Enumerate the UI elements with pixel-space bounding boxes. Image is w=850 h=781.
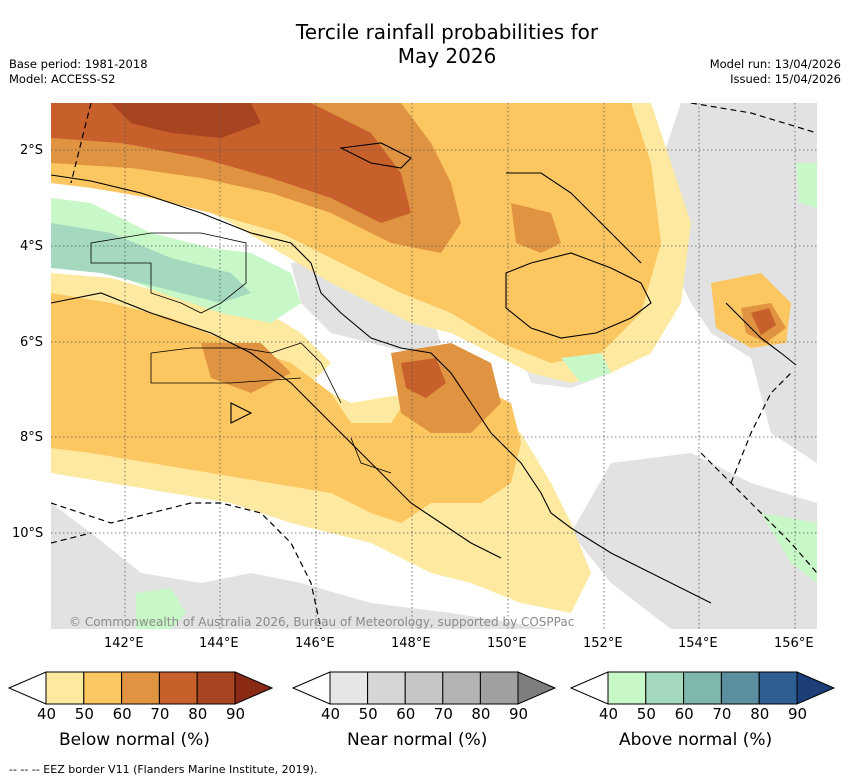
colorbar-segment — [645, 671, 685, 705]
model-run: Model run: 13/04/2026 — [709, 57, 841, 71]
copyright-text: © Commonwealth of Australia 2026, Bureau… — [69, 615, 574, 629]
colorbar-tick-label: 60 — [396, 705, 416, 723]
lat-label: 6°S — [20, 335, 44, 350]
colorbar-extend-low — [7, 671, 47, 705]
near-normal-colorbar — [291, 671, 557, 705]
lat-label: 10°S — [12, 526, 44, 541]
lon-label: 150°E — [487, 636, 527, 651]
colorbar-tick-label: 40 — [321, 705, 341, 723]
colorbar-extend-high — [517, 671, 557, 705]
colorbar-segment — [367, 671, 406, 705]
colorbar-tick-label: 70 — [150, 705, 170, 723]
below-normal-colorbar — [7, 671, 274, 705]
coastlines — [51, 142, 797, 604]
colorbar-tick-label: 70 — [712, 705, 732, 723]
lon-label: 152°E — [583, 636, 623, 651]
colorbar-tick-label: 70 — [433, 705, 453, 723]
colorbar-extend-high — [234, 671, 274, 705]
colorbar-tick-label: 80 — [188, 705, 208, 723]
above-normal-colorbar — [569, 671, 836, 705]
lon-label: 148°E — [391, 636, 431, 651]
colorbar-segment — [758, 671, 798, 705]
lon-label: 144°E — [199, 636, 239, 651]
colorbar-tick-label: 40 — [37, 705, 57, 723]
colorbar-tick-label: 80 — [750, 705, 770, 723]
colorbar-segment — [720, 671, 760, 705]
colorbars — [7, 671, 836, 705]
eez-borders — [51, 103, 817, 629]
lon-label: 142°E — [104, 636, 144, 651]
lon-label: 156°E — [774, 636, 814, 651]
colorbar-segment — [607, 671, 647, 705]
model-name: Model: ACCESS-S2 — [9, 72, 116, 86]
colorbar-segment — [442, 671, 481, 705]
boundaries — [90, 232, 392, 474]
colorbar-tick-label: 50 — [74, 705, 94, 723]
colorbar-tick-label: 40 — [599, 705, 619, 723]
colorbar-segment — [45, 671, 85, 705]
below-normal-label: Below normal (%) — [59, 730, 210, 750]
colorbar-segment — [158, 671, 198, 705]
eez-footnote: -- -- -- EEZ border V11 (Flanders Marine… — [9, 763, 318, 776]
lat-label: 8°S — [20, 430, 44, 445]
colorbar-segment — [479, 671, 519, 705]
lat-label: 2°S — [20, 143, 44, 158]
above-normal-label: Above normal (%) — [619, 730, 773, 750]
colorbar-extend-low — [569, 671, 609, 705]
lon-label: 154°E — [678, 636, 718, 651]
lat-label: 4°S — [20, 239, 44, 254]
colorbar-extend-high — [796, 671, 836, 705]
colorbar-segment — [404, 671, 444, 705]
rainfall-probability-map: © Commonwealth of Australia 2026, Bureau… — [51, 103, 817, 629]
colorbar-tick-label: 90 — [509, 705, 529, 723]
colorbar-tick-label: 60 — [674, 705, 694, 723]
colorbar-segment — [196, 671, 236, 705]
colorbar-segment — [683, 671, 722, 705]
meta-left: Base period: 1981-2018 Model: ACCESS-S2 — [9, 57, 148, 87]
base-period: Base period: 1981-2018 — [9, 57, 148, 71]
colorbar-extend-low — [291, 671, 331, 705]
meta-right: Model run: 13/04/2026 Issued: 15/04/2026 — [710, 57, 841, 87]
colorbar-segment — [329, 671, 369, 705]
lon-label: 146°E — [295, 636, 335, 651]
colorbar-segment — [83, 671, 123, 705]
map-title: Tercile rainfall probabilities for May 2… — [0, 20, 850, 68]
colorbar-segment — [121, 671, 160, 705]
title-line-2: May 2026 — [397, 44, 497, 68]
colorbar-tick-label: 50 — [358, 705, 378, 723]
title-line-1: Tercile rainfall probabilities for — [295, 20, 599, 44]
colorbar-tick-label: 90 — [788, 705, 808, 723]
issued-date: Issued: 15/04/2026 — [730, 72, 841, 86]
colorbar-tick-label: 80 — [471, 705, 491, 723]
colorbar-tick-label: 50 — [636, 705, 656, 723]
colorbar-tick-label: 90 — [226, 705, 246, 723]
near-normal-label: Near normal (%) — [347, 730, 488, 750]
colorbar-tick-label: 60 — [112, 705, 132, 723]
